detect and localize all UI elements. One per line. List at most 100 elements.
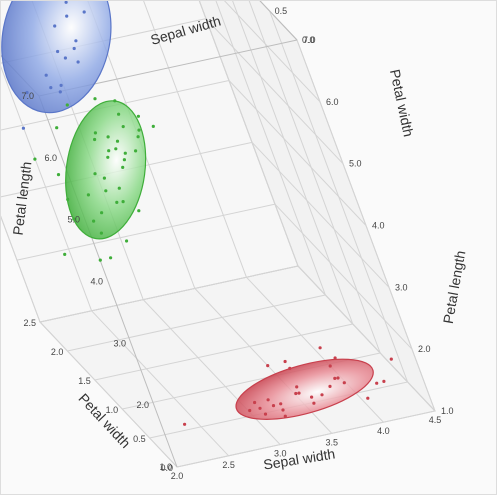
data-point <box>279 402 283 406</box>
left-tick-label: 5.0 <box>67 215 80 225</box>
bottom-tick-label: 3.0 <box>274 449 287 459</box>
data-point <box>106 135 110 139</box>
side-grid-line <box>215 1 326 296</box>
data-point <box>66 197 70 201</box>
right-tick-label: 7.0 <box>303 35 316 45</box>
data-point <box>266 398 270 402</box>
floor-grid-line <box>142 299 281 445</box>
side-grid-line <box>228 80 367 226</box>
data-point <box>114 147 118 151</box>
data-point <box>72 217 76 221</box>
data-point <box>63 252 67 256</box>
floor-grid-line <box>67 294 326 352</box>
data-point <box>64 1 68 4</box>
bottom-tick-label: 2.0 <box>171 471 184 481</box>
data-point <box>44 73 48 77</box>
data-point <box>102 176 106 180</box>
data-point <box>310 395 314 399</box>
contour-ellipsoid <box>235 358 374 420</box>
right-tick-label: 5.0 <box>349 159 362 169</box>
right-tick-label: 3.0 <box>395 282 408 292</box>
left-tick-label: 4.0 <box>90 277 103 287</box>
data-point <box>21 126 25 130</box>
data-point <box>55 126 59 130</box>
floor-grid-line <box>94 323 353 381</box>
data-point <box>49 86 53 90</box>
side-grid-line <box>296 39 436 412</box>
data-point <box>121 165 125 169</box>
side-grid-line <box>248 1 381 354</box>
data-point <box>333 356 337 360</box>
data-point <box>76 60 80 64</box>
data-point <box>93 131 97 135</box>
data-point <box>389 357 393 361</box>
data-point <box>82 10 86 14</box>
data-point <box>281 408 285 412</box>
data-point <box>59 83 63 87</box>
data-point <box>328 384 332 388</box>
data-point <box>263 412 268 416</box>
data-point <box>33 157 37 161</box>
floor-grid-line <box>176 410 436 468</box>
data-point <box>93 137 97 142</box>
contour-ellipsoid <box>1 1 112 114</box>
bottom-tick-label: 2.5 <box>222 460 235 470</box>
side-grid-line <box>198 1 299 267</box>
data-point <box>375 381 379 385</box>
side-grid-line <box>251 141 390 288</box>
data-point <box>122 158 126 162</box>
upper-right-tick-label: 0.0 <box>302 35 315 45</box>
data-point <box>297 391 301 395</box>
data-point <box>74 39 78 43</box>
data-point <box>117 186 121 190</box>
data-point <box>336 376 340 380</box>
data-point <box>137 209 141 213</box>
right-tick-label: 2.0 <box>418 344 431 354</box>
data-point <box>123 151 127 155</box>
data-point <box>92 219 96 223</box>
lower-left-tick-label: 0.5 <box>133 434 146 444</box>
lower-left-tick-label: 0.0 <box>160 463 173 473</box>
data-point <box>271 404 276 408</box>
data-point <box>72 46 76 51</box>
data-point <box>342 381 346 385</box>
tick-labels: 2.02.53.03.54.04.51.02.03.04.05.06.07.00… <box>21 6 453 481</box>
data-point <box>121 200 125 204</box>
data-point <box>318 346 322 350</box>
data-point <box>115 200 119 204</box>
data-point <box>107 149 111 153</box>
data-point <box>183 422 187 426</box>
data-point <box>266 364 270 368</box>
left-tick-label: 7.0 <box>21 91 34 101</box>
side-grid-line <box>232 1 354 325</box>
back-grid-line <box>1 215 41 323</box>
data-point <box>93 172 97 176</box>
bottom-tick-label: 3.5 <box>326 437 339 447</box>
lower-left-tick-label: 2.0 <box>51 347 64 357</box>
data-point <box>56 173 61 177</box>
side-grid-line <box>224 1 321 103</box>
data-point <box>248 408 252 413</box>
data-point <box>99 231 103 235</box>
data-point <box>125 239 129 243</box>
frame-edge <box>259 1 298 41</box>
data-point <box>104 189 108 193</box>
upper-right-tick-label: 0.5 <box>275 6 288 16</box>
contour-ellipsoids <box>1 1 374 420</box>
side-grid-line <box>274 203 413 350</box>
data-point <box>121 125 125 129</box>
right-tick-label: 4.0 <box>372 221 385 231</box>
bottom-tick-label: 4.5 <box>429 415 442 425</box>
right-tick-label: 6.0 <box>326 97 339 107</box>
data-point <box>93 97 97 101</box>
side-grid-line <box>205 18 344 165</box>
data-point <box>333 376 337 380</box>
data-point <box>294 391 298 396</box>
data-point <box>65 103 69 107</box>
data-point <box>136 114 140 118</box>
data-point <box>151 124 155 128</box>
data-point <box>283 414 287 418</box>
data-point <box>25 90 29 95</box>
